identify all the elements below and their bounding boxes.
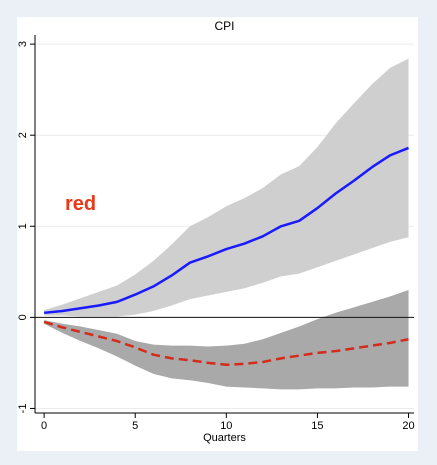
series-line-1 (43, 146, 409, 315)
chart-title: CPI (214, 19, 234, 33)
confidence-band-2 (44, 290, 409, 390)
y-tick-label: 0 (17, 314, 29, 320)
series-line-2 (43, 320, 409, 366)
series-lines (43, 146, 409, 366)
confidence-bands (44, 58, 409, 390)
y-tick-label: 2 (17, 132, 29, 138)
confidence-band-1 (44, 58, 409, 317)
x-tick-label: 5 (132, 420, 138, 432)
x-tick-label: 20 (402, 420, 414, 432)
x-axis-label: Quarters (203, 432, 246, 444)
y-tick-label: 1 (17, 223, 29, 229)
x-tick-label: 10 (220, 420, 232, 432)
annotation-label: red (65, 193, 96, 215)
chart-text: -1 0 1 2 3 0 5 10 15 20 CPI Quarters red (17, 19, 415, 444)
axes (30, 35, 414, 418)
y-tick-label: -1 (17, 404, 29, 414)
x-tick-label: 15 (311, 420, 323, 432)
x-tick-label: 0 (41, 420, 47, 432)
y-tick-label: 3 (17, 41, 29, 47)
